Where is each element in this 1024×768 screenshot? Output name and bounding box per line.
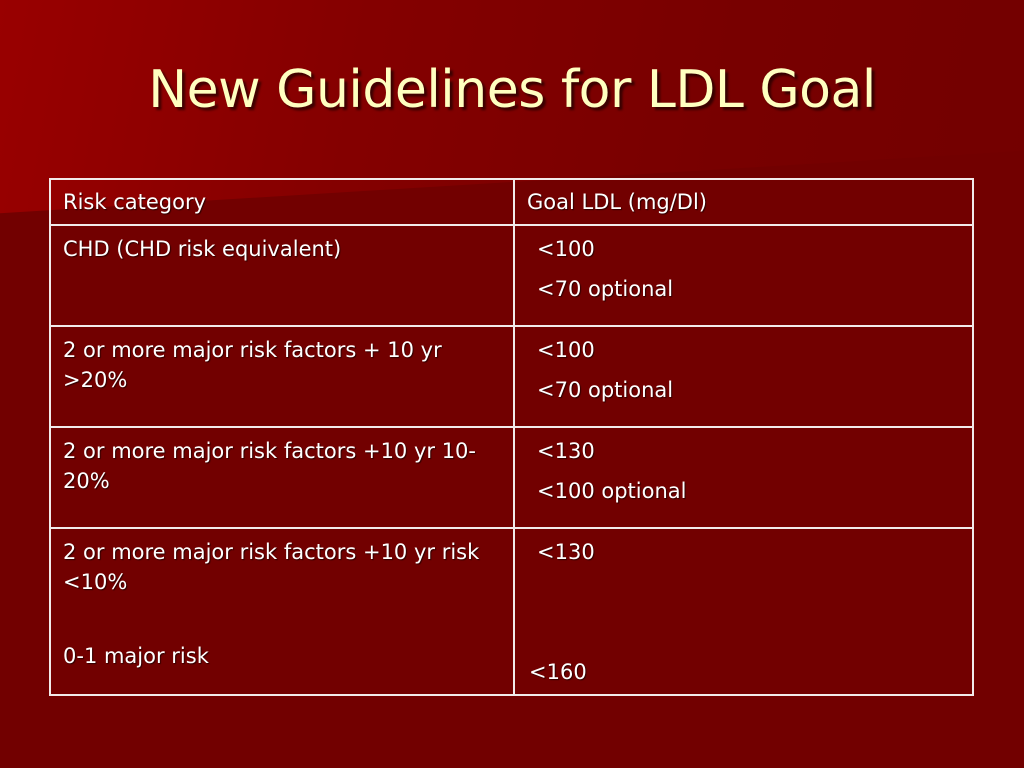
- risk-text: 2 or more major risk factors + 10 yr >20…: [63, 338, 442, 392]
- goal-optional: <70 optional: [537, 378, 674, 402]
- goal-cell: <100 <70 optional: [513, 224, 974, 327]
- risk-cell: CHD (CHD risk equivalent): [49, 224, 515, 327]
- table-row: CHD (CHD risk equivalent) <100 <70 optio…: [49, 224, 974, 327]
- ldl-goal-table: Risk category Goal LDL (mg/Dl) CHD (CHD …: [49, 178, 974, 696]
- table-row: 2 or more major risk factors +10 yr 10-2…: [49, 426, 974, 529]
- table-header-row: Risk category Goal LDL (mg/Dl): [49, 178, 974, 226]
- risk-cell: 2 or more major risk factors + 10 yr >20…: [49, 325, 515, 428]
- goal-optional: <100 optional: [537, 479, 687, 503]
- header-risk-category: Risk category: [49, 178, 515, 226]
- goal-value: <130: [537, 540, 595, 564]
- goal-cell: <130 <160: [513, 527, 974, 696]
- slide-title: New Guidelines for LDL Goal: [148, 60, 876, 120]
- table-row: 2 or more major risk factors +10 yr risk…: [49, 527, 974, 696]
- risk-text: CHD (CHD risk equivalent): [63, 237, 342, 261]
- goal-cell: <130 <100 optional: [513, 426, 974, 529]
- header-goal-ldl: Goal LDL (mg/Dl): [513, 178, 974, 226]
- goal-value-secondary: <160: [529, 660, 587, 684]
- goal-value: <100: [537, 338, 595, 362]
- goal-value: <130: [537, 439, 595, 463]
- goal-value: <100: [537, 237, 595, 261]
- goal-optional: <70 optional: [537, 277, 674, 301]
- goal-cell: <100 <70 optional: [513, 325, 974, 428]
- risk-cell: 2 or more major risk factors +10 yr 10-2…: [49, 426, 515, 529]
- risk-text: 2 or more major risk factors +10 yr 10-2…: [63, 439, 476, 493]
- table-row: 2 or more major risk factors + 10 yr >20…: [49, 325, 974, 428]
- risk-cell: 2 or more major risk factors +10 yr risk…: [49, 527, 515, 696]
- risk-text: 2 or more major risk factors +10 yr risk…: [63, 540, 480, 594]
- risk-text-secondary: 0-1 major risk: [63, 644, 209, 668]
